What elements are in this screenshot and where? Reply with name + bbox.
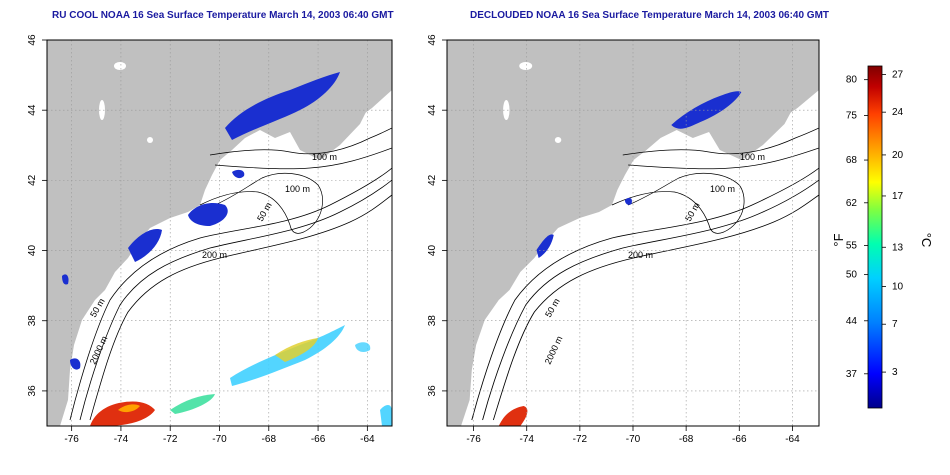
x-tick-label: -68 bbox=[679, 434, 694, 445]
bathymetry-contour bbox=[622, 127, 819, 156]
celsius-tick-label: 7 bbox=[892, 319, 898, 330]
fahrenheit-unit-label: °F bbox=[831, 233, 846, 246]
fahrenheit-tick-label: 68 bbox=[846, 155, 858, 166]
axis-ticks: -76 -74 -72 -70 -68 -66 -64 36 38 40 42 44 46 bbox=[27, 34, 375, 445]
contour-label: 100 m bbox=[312, 152, 337, 162]
y-tick-label: 36 bbox=[27, 385, 38, 397]
x-tick-label: -76 bbox=[466, 434, 481, 445]
contour-label: 100 m bbox=[740, 152, 765, 162]
fahrenheit-tick-label: 62 bbox=[846, 198, 858, 209]
y-tick-label: 40 bbox=[27, 245, 38, 257]
contour-label: 200 m bbox=[202, 250, 227, 260]
bathymetry-contour bbox=[199, 172, 323, 234]
nova-scotia-land bbox=[290, 62, 392, 144]
sst-cold-patch bbox=[536, 234, 554, 258]
sst-cold-patch bbox=[188, 203, 228, 226]
lake bbox=[147, 137, 153, 143]
bathymetry-contour bbox=[69, 167, 392, 421]
x-tick-label: -66 bbox=[732, 434, 747, 445]
celsius-tick-label: 20 bbox=[892, 150, 904, 161]
y-tick-label: 36 bbox=[427, 385, 438, 397]
contour-label: 100 m bbox=[285, 184, 310, 194]
bathymetry-contour bbox=[214, 147, 392, 170]
x-tick-label: -70 bbox=[626, 434, 641, 445]
y-tick-label: 38 bbox=[27, 315, 38, 327]
sst-cold-patch bbox=[62, 274, 69, 285]
celsius-unit-label: °C bbox=[919, 233, 934, 248]
y-tick-label: 44 bbox=[27, 104, 38, 116]
sst-mixed-patch bbox=[380, 405, 392, 426]
left-panel-title: RU COOL NOAA 16 Sea Surface Temperature … bbox=[52, 10, 394, 21]
bathymetry-contour bbox=[628, 147, 819, 170]
sst-mixed-patch bbox=[355, 342, 371, 353]
sst-cold-patch bbox=[70, 358, 81, 370]
lake bbox=[519, 62, 533, 70]
fahrenheit-tick-label: 44 bbox=[846, 316, 858, 327]
bathymetry-contour bbox=[79, 179, 392, 421]
fahrenheit-tick-label: 37 bbox=[846, 369, 858, 380]
x-tick-label: -72 bbox=[573, 434, 588, 445]
y-tick-label: 42 bbox=[427, 174, 438, 186]
lake bbox=[554, 137, 562, 143]
y-tick-label: 40 bbox=[427, 245, 438, 257]
bathymetry-contour bbox=[471, 167, 819, 421]
axis-ticks: -76 -74 -72 -70 -68 -66 -64 36 38 40 42 44 46 bbox=[427, 34, 800, 445]
sst-cold-patch bbox=[671, 91, 742, 129]
bathymetry-contour bbox=[492, 194, 819, 421]
bathymetry-contour bbox=[482, 179, 819, 421]
sst-warm-patch bbox=[90, 401, 155, 426]
nova-scotia-land bbox=[709, 62, 819, 144]
y-tick-label: 42 bbox=[27, 174, 38, 186]
x-tick-label: -74 bbox=[114, 434, 129, 445]
fahrenheit-tick-label: 55 bbox=[846, 241, 858, 252]
bathymetry-contour bbox=[209, 127, 392, 156]
fahrenheit-tick-label: 50 bbox=[846, 270, 858, 281]
x-tick-label: -72 bbox=[163, 434, 178, 445]
sst-warm-patch bbox=[118, 404, 140, 413]
sst-cold-patch bbox=[225, 72, 340, 140]
sst-mixed-patch bbox=[170, 394, 215, 414]
x-tick-label: -74 bbox=[519, 434, 534, 445]
celsius-tick-label: 24 bbox=[892, 107, 904, 118]
bathymetry-contour bbox=[611, 172, 745, 234]
lake bbox=[99, 100, 105, 120]
y-tick-label: 46 bbox=[27, 34, 38, 46]
sst-warm-patch bbox=[498, 406, 528, 426]
lake bbox=[503, 100, 510, 120]
colorbar: 80 75 68 62 55 50 44 37 27 24 20 17 13 10 7 3 °F °C bbox=[831, 65, 934, 409]
sst-mixed-patch bbox=[275, 338, 318, 362]
celsius-tick-label: 3 bbox=[892, 367, 898, 378]
gridlines bbox=[447, 40, 819, 426]
fahrenheit-tick-label: 75 bbox=[846, 111, 858, 122]
x-tick-label: -66 bbox=[311, 434, 326, 445]
bathymetry-contour bbox=[89, 194, 392, 421]
right-map-panel: 100 m 100 m 50 m 200 m 50 m 2000 m -76 -7… bbox=[427, 34, 820, 445]
y-tick-label: 44 bbox=[427, 104, 438, 116]
x-tick-label: -68 bbox=[262, 434, 277, 445]
sst-cold-patch bbox=[232, 169, 245, 179]
celsius-tick-label: 13 bbox=[892, 242, 904, 253]
right-panel-title: DECLOUDED NOAA 16 Sea Surface Temperatur… bbox=[470, 10, 830, 21]
sst-cold-patch bbox=[624, 197, 632, 205]
celsius-tick-label: 10 bbox=[892, 282, 904, 293]
contour-label: 100 m bbox=[710, 184, 735, 194]
contour-label: 200 m bbox=[628, 250, 653, 260]
x-tick-label: -70 bbox=[212, 434, 227, 445]
y-tick-label: 38 bbox=[427, 315, 438, 327]
x-tick-label: -64 bbox=[360, 434, 375, 445]
left-map-panel: 100 m 100 m 50 m 200 m 50 m 2000 m -76 -7… bbox=[27, 34, 393, 445]
colorbar-gradient bbox=[867, 65, 883, 409]
x-tick-label: -64 bbox=[785, 434, 800, 445]
lake bbox=[114, 62, 126, 70]
celsius-tick-label: 27 bbox=[892, 70, 904, 81]
celsius-tick-label: 17 bbox=[892, 191, 904, 202]
sst-cold-patch bbox=[128, 229, 162, 262]
fahrenheit-tick-label: 80 bbox=[846, 75, 858, 86]
x-tick-label: -76 bbox=[64, 434, 79, 445]
y-tick-label: 46 bbox=[427, 34, 438, 46]
